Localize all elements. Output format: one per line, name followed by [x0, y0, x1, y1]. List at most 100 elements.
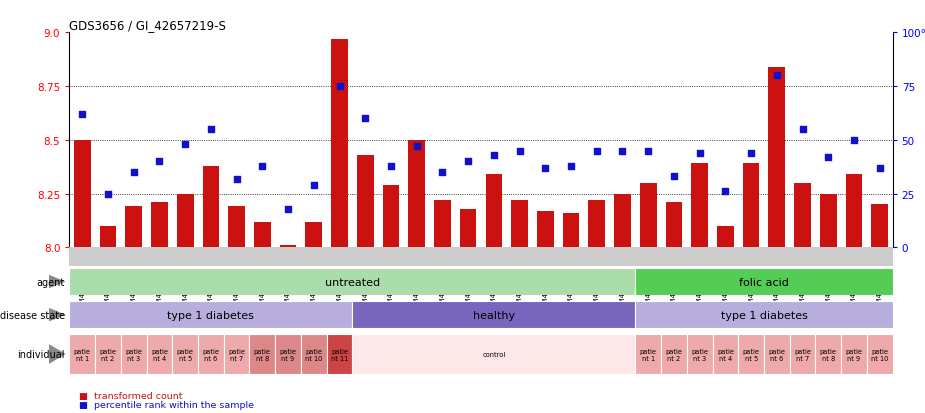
Bar: [845, 175, 862, 248]
Bar: [614, 194, 631, 248]
Bar: [301, 335, 327, 374]
Point: [718, 189, 733, 195]
Text: patie
nt 9: patie nt 9: [279, 348, 297, 361]
Text: type 1 diabetes: type 1 diabetes: [721, 310, 808, 320]
Text: patie
nt 5: patie nt 5: [177, 348, 193, 361]
Text: patie
nt 6: patie nt 6: [769, 348, 785, 361]
Bar: [640, 183, 657, 248]
Bar: [738, 335, 764, 374]
Text: patie
nt 11: patie nt 11: [331, 348, 348, 361]
Text: patie
nt 1: patie nt 1: [640, 348, 657, 361]
Text: patie
nt 10: patie nt 10: [871, 348, 888, 361]
Polygon shape: [49, 275, 66, 289]
Bar: [867, 335, 893, 374]
Text: patie
nt 2: patie nt 2: [665, 348, 683, 361]
Text: patie
nt 5: patie nt 5: [743, 348, 759, 361]
Bar: [635, 301, 893, 328]
Bar: [820, 194, 837, 248]
Bar: [146, 335, 172, 374]
Point: [538, 165, 553, 172]
Point: [358, 116, 373, 122]
Bar: [69, 268, 635, 295]
Polygon shape: [49, 308, 66, 322]
Bar: [279, 246, 296, 248]
Point: [744, 150, 758, 157]
Polygon shape: [49, 344, 66, 364]
Text: patie
nt 4: patie nt 4: [717, 348, 734, 361]
Bar: [408, 140, 426, 248]
Point: [280, 206, 295, 212]
Point: [872, 165, 887, 172]
Point: [152, 159, 166, 165]
Bar: [352, 301, 635, 328]
Bar: [743, 164, 759, 248]
Point: [229, 176, 244, 183]
Point: [127, 169, 142, 176]
Bar: [588, 201, 605, 248]
Point: [615, 148, 630, 154]
Point: [589, 148, 604, 154]
Point: [820, 154, 835, 161]
Bar: [764, 335, 790, 374]
Bar: [486, 175, 502, 248]
Point: [255, 163, 270, 169]
Text: agent: agent: [36, 277, 65, 287]
Text: ■  percentile rank within the sample: ■ percentile rank within the sample: [79, 400, 253, 409]
Text: patie
nt 8: patie nt 8: [253, 348, 271, 361]
Text: untreated: untreated: [325, 277, 380, 287]
Text: patie
nt 7: patie nt 7: [228, 348, 245, 361]
Point: [563, 163, 578, 169]
Bar: [769, 67, 785, 248]
Point: [667, 173, 682, 180]
Point: [204, 126, 218, 133]
Bar: [666, 203, 683, 248]
Point: [641, 148, 656, 154]
Bar: [203, 166, 219, 248]
Bar: [536, 211, 554, 248]
Bar: [871, 205, 888, 248]
Bar: [305, 222, 322, 248]
Bar: [712, 335, 738, 374]
Bar: [125, 207, 142, 248]
Bar: [562, 214, 579, 248]
Point: [75, 112, 90, 118]
Text: control: control: [482, 351, 505, 357]
Text: patie
nt 10: patie nt 10: [305, 348, 323, 361]
Bar: [717, 226, 734, 248]
Point: [692, 150, 707, 157]
Bar: [434, 201, 450, 248]
Text: patie
nt 1: patie nt 1: [74, 348, 91, 361]
Bar: [69, 335, 95, 374]
Bar: [276, 335, 301, 374]
Text: individual: individual: [18, 349, 65, 359]
Bar: [327, 335, 352, 374]
Text: patie
nt 9: patie nt 9: [845, 348, 862, 361]
Bar: [460, 209, 476, 248]
Bar: [352, 335, 635, 374]
Bar: [95, 335, 121, 374]
Text: disease state: disease state: [0, 310, 65, 320]
Bar: [816, 335, 841, 374]
Point: [796, 126, 810, 133]
Text: patie
nt 3: patie nt 3: [125, 348, 142, 361]
Bar: [100, 226, 117, 248]
Point: [306, 182, 321, 189]
Text: patie
nt 8: patie nt 8: [820, 348, 837, 361]
Point: [409, 144, 424, 150]
Bar: [635, 268, 893, 295]
Bar: [74, 140, 91, 248]
Point: [770, 73, 784, 79]
Bar: [691, 164, 708, 248]
Point: [384, 163, 399, 169]
Bar: [198, 335, 224, 374]
Bar: [841, 335, 867, 374]
Point: [512, 148, 527, 154]
Point: [178, 141, 192, 148]
Bar: [121, 335, 146, 374]
Bar: [228, 207, 245, 248]
Point: [461, 159, 475, 165]
Bar: [635, 335, 661, 374]
Bar: [69, 301, 352, 328]
Text: patie
nt 7: patie nt 7: [794, 348, 811, 361]
Text: patie
nt 3: patie nt 3: [691, 348, 709, 361]
